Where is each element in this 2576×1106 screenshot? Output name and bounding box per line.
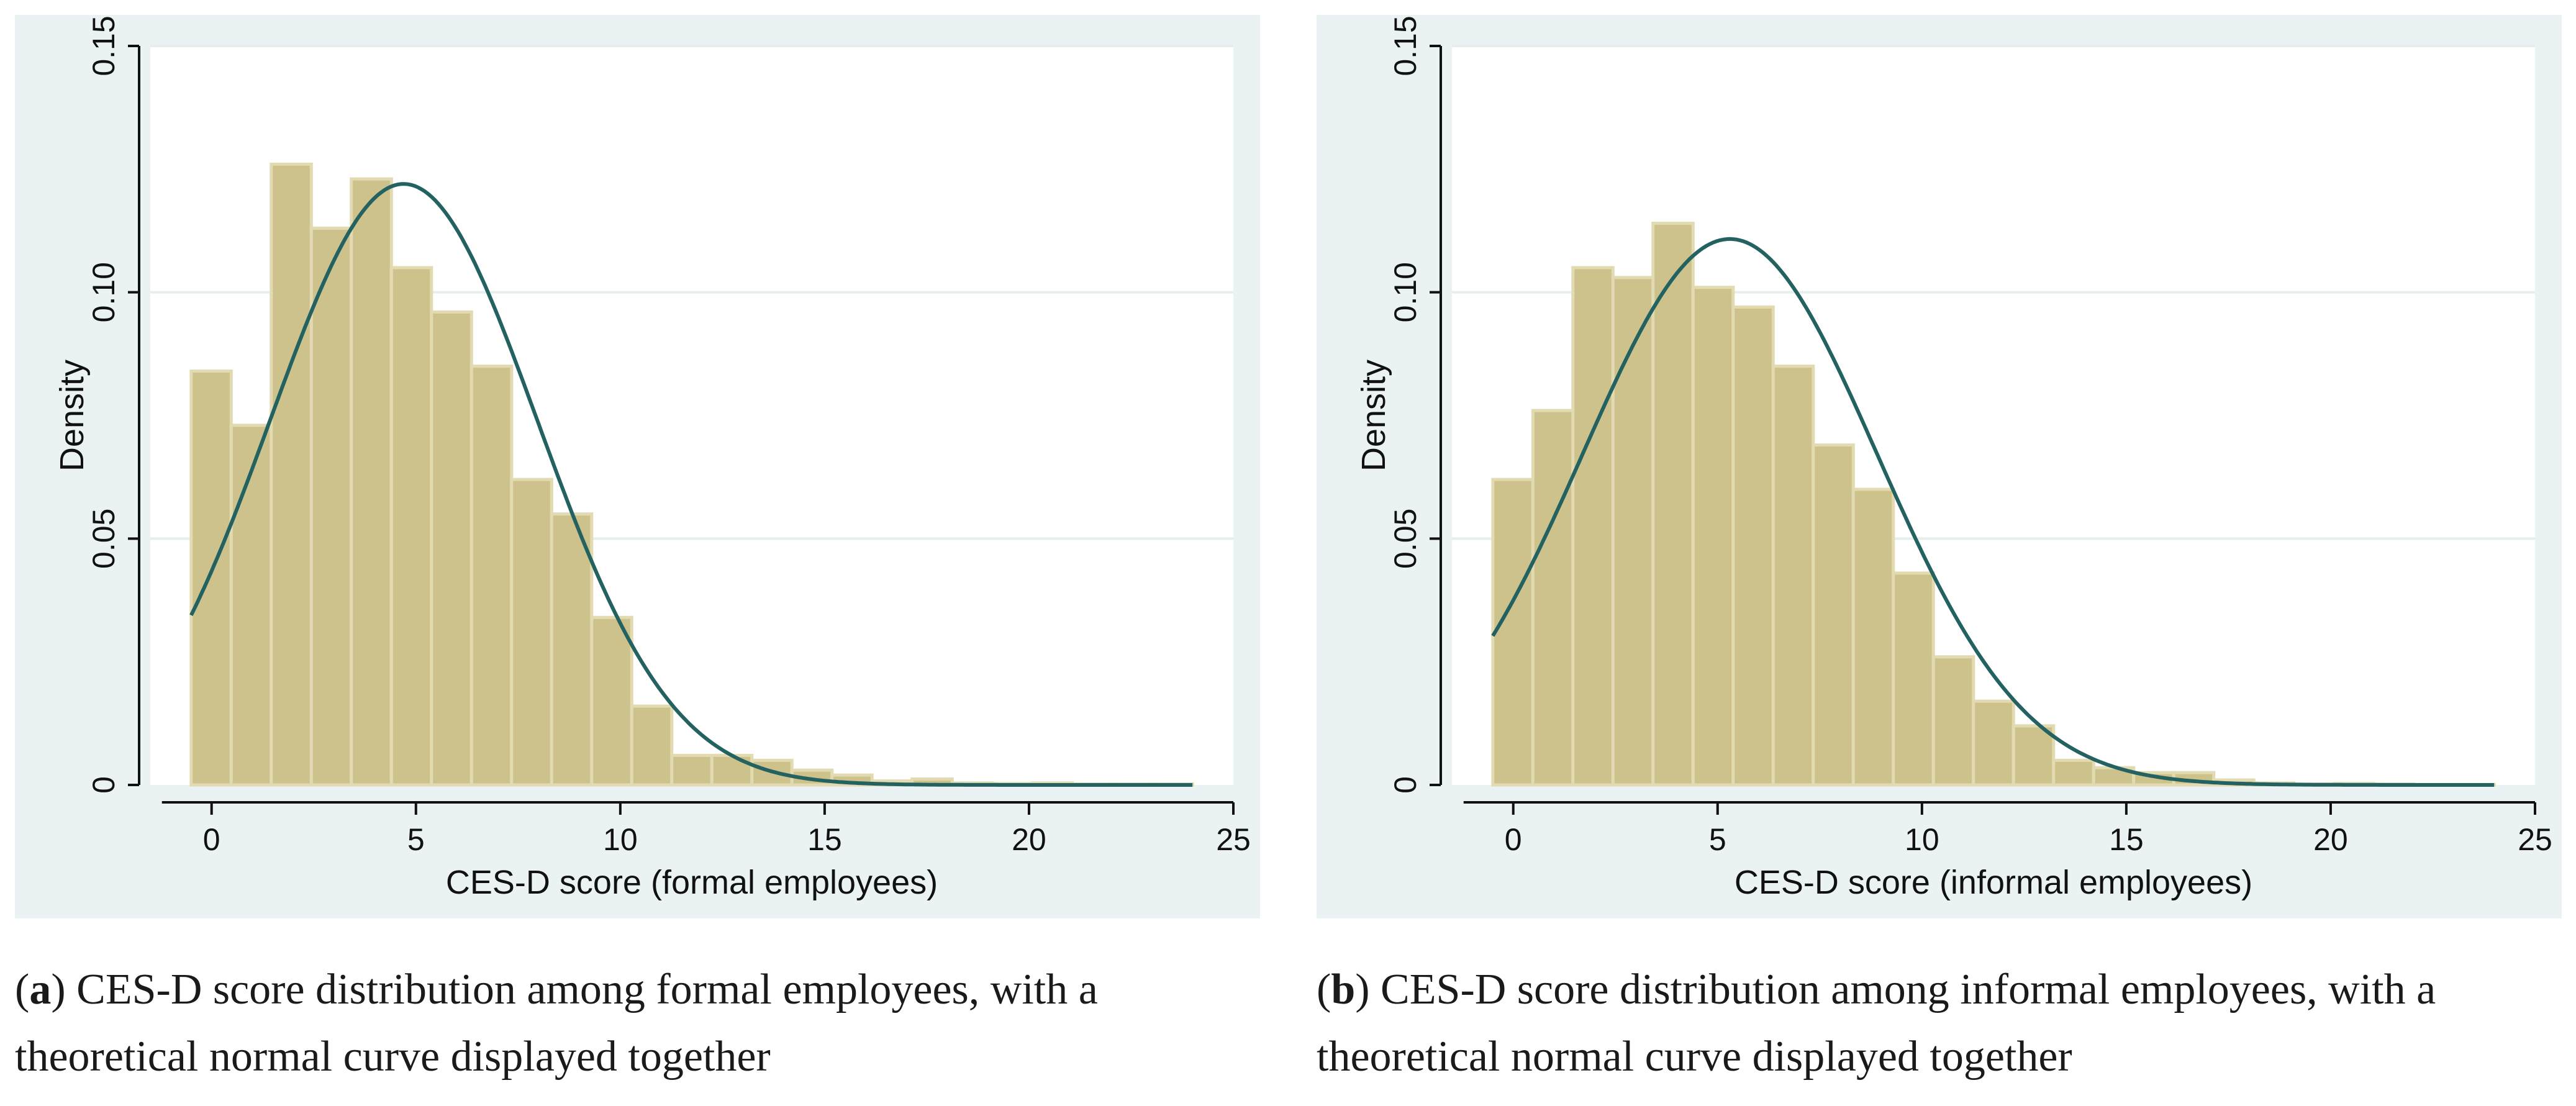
histogram-bar [1571, 266, 1615, 787]
x-tick-label: 5 [407, 822, 425, 857]
x-tick-label: 25 [1216, 822, 1251, 857]
x-tick-label: 5 [1709, 822, 1726, 857]
x-axis-title: CES-D score (informal employees) [1735, 864, 2252, 901]
histogram-bar [750, 758, 794, 787]
histogram-bar [189, 369, 233, 787]
histogram-informal-svg: 0 0.05 0.10 0.15 0 5 10 15 20 25 CES-D score (info… [1355, 16, 2552, 901]
y-tick-label: 0 [1388, 776, 1423, 794]
caption-formal: (a) CES-D score distribution among forma… [15, 966, 1098, 1081]
histogram-bar [309, 227, 353, 787]
normal-curve [189, 182, 1193, 787]
histogram-bar [510, 478, 553, 787]
y-tick-label: 0 [86, 776, 121, 794]
histogram-bar [630, 704, 674, 787]
x-tick-label: 15 [2109, 822, 2144, 857]
histogram-bar [1931, 655, 1975, 787]
y-tick-label: 0.05 [86, 509, 121, 569]
histogram-bar [710, 753, 754, 787]
y-tick-label: 0.05 [1388, 509, 1423, 569]
y-axis-title: Density [53, 360, 91, 471]
histogram-bar [1812, 443, 1855, 787]
chart-panel-informal: 0 0.05 0.10 0.15 0 5 10 15 20 25 CES-D score (info… [1317, 15, 2562, 918]
histogram-bar [350, 177, 393, 787]
histogram-bar [2011, 724, 2056, 787]
histogram-bar [2052, 758, 2095, 787]
histogram-bar [1771, 365, 1815, 787]
histogram-bar [1892, 571, 1935, 787]
x-tick-label: 10 [603, 822, 638, 857]
x-tick-label: 25 [2518, 822, 2552, 857]
caption-text: ) CES-D score distribution among formal … [15, 966, 1098, 1081]
histogram-bar [1691, 286, 1735, 787]
x-tick-label: 20 [1012, 822, 1046, 857]
histogram-bar [229, 424, 273, 787]
x-tick-label: 20 [2313, 822, 2348, 857]
caption-informal: (b) CES-D score distribution among infor… [1317, 966, 2436, 1081]
x-tick-label: 0 [1505, 822, 1522, 857]
histogram-bar [1611, 276, 1655, 787]
caption-text: ) CES-D score distribution among informa… [1317, 966, 2436, 1081]
normal-curve [1491, 237, 2495, 787]
x-tick-label: 0 [203, 822, 220, 857]
histogram-bar [1731, 305, 1775, 787]
y-tick-label: 0.10 [1388, 262, 1423, 322]
histogram-bar [1651, 222, 1695, 787]
histogram-bar [389, 266, 433, 787]
y-tick-label: 0.15 [1388, 16, 1423, 76]
y-tick-label: 0.15 [86, 16, 121, 76]
histogram-bar [1531, 409, 1575, 787]
histogram-bar [1491, 478, 1535, 787]
x-tick-label: 15 [807, 822, 842, 857]
x-tick-label: 10 [1905, 822, 1939, 857]
histogram-bar [590, 615, 633, 787]
histogram-bar [270, 162, 313, 787]
histogram-bar [430, 310, 473, 787]
y-tick-label: 0.10 [86, 262, 121, 322]
histogram-bar [469, 365, 514, 787]
caption-label: a [29, 966, 52, 1013]
x-axis-title: CES-D score (formal employees) [446, 864, 938, 901]
caption-label: b [1331, 966, 1356, 1013]
histogram-bar [670, 753, 714, 787]
histogram-bar [1851, 487, 1895, 787]
histogram-bar [1972, 699, 2015, 787]
chart-panel-formal: 0 0.05 0.10 0.15 0 5 10 15 20 25 CES-D score (form… [15, 15, 1260, 918]
y-axis-title: Density [1355, 360, 1392, 471]
histogram-formal-svg: 0 0.05 0.10 0.15 0 5 10 15 20 25 CES-D score (form… [53, 16, 1251, 901]
histogram-bar [550, 512, 594, 787]
